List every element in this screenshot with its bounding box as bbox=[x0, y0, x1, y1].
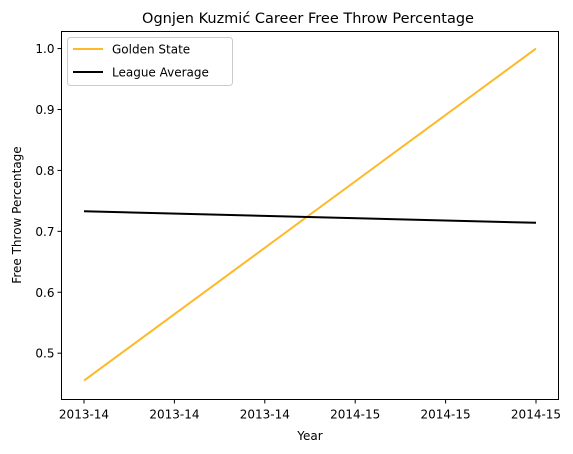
legend-label-golden-state: Golden State bbox=[112, 43, 190, 57]
chart-title: Ognjen Kuzmić Career Free Throw Percenta… bbox=[142, 11, 474, 27]
y-tick-label: 0.9 bbox=[35, 103, 54, 117]
legend: Golden State League Average bbox=[68, 38, 233, 86]
x-tick-label: 2013-14 bbox=[240, 408, 290, 422]
y-tick-label: 0.6 bbox=[35, 286, 54, 300]
y-tick-label: 1.0 bbox=[35, 42, 54, 56]
x-tick-label: 2013-14 bbox=[59, 408, 109, 422]
y-axis: 0.5 0.6 0.7 0.8 0.9 1.0 bbox=[35, 42, 61, 361]
x-tick-label: 2014-15 bbox=[330, 408, 380, 422]
x-tick-label: 2014-15 bbox=[511, 408, 561, 422]
x-tick-label: 2013-14 bbox=[149, 408, 199, 422]
series-layer bbox=[84, 49, 536, 381]
legend-label-league-average: League Average bbox=[112, 66, 209, 80]
y-tick-label: 0.5 bbox=[35, 347, 54, 361]
x-axis: 2013-14 2013-14 2013-14 2014-15 2014-15 2014-… bbox=[59, 400, 561, 422]
x-axis-label: Year bbox=[296, 429, 322, 443]
y-tick-label: 0.7 bbox=[35, 225, 54, 239]
series-line-league-average bbox=[84, 211, 536, 223]
y-tick-label: 0.8 bbox=[35, 164, 54, 178]
y-axis-label: Free Throw Percentage bbox=[10, 146, 24, 283]
x-tick-label: 2014-15 bbox=[421, 408, 471, 422]
series-line-golden-state bbox=[84, 49, 536, 381]
